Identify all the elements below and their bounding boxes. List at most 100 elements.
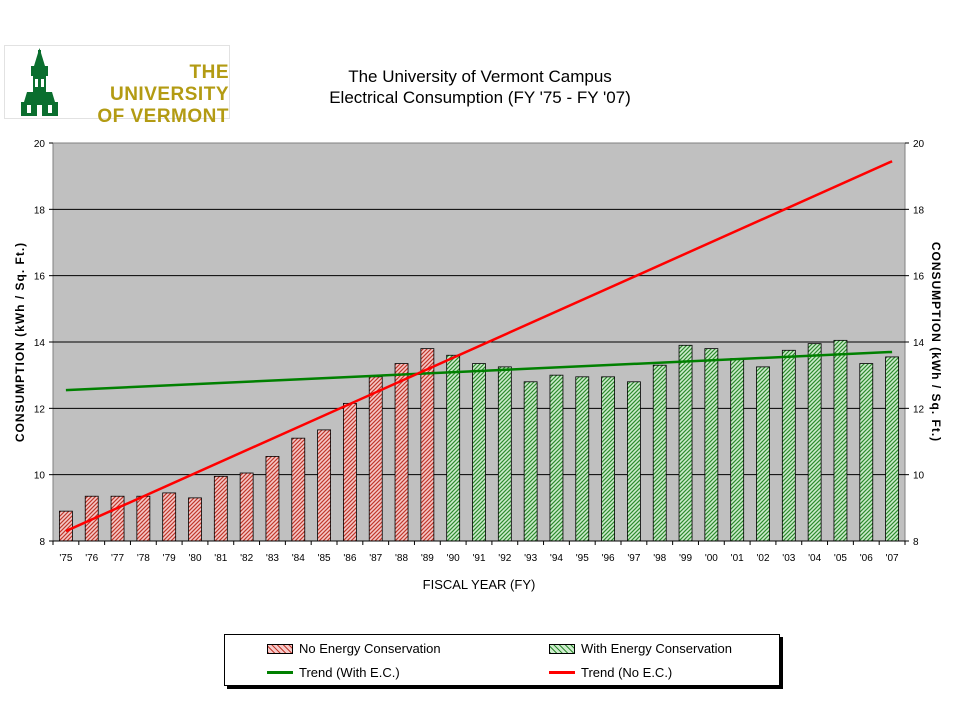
- x-tick-label: '79: [163, 553, 176, 564]
- x-tick-label: '91: [472, 553, 485, 564]
- legend-swatch-with-ec: [549, 643, 575, 654]
- bar-with-ec: [730, 358, 745, 542]
- bar-with-ec: [523, 381, 538, 542]
- bar-no-ec: [265, 456, 280, 542]
- legend-line-trend-with-ec: [267, 671, 293, 674]
- x-tick-label: '00: [705, 553, 718, 564]
- trend-line-with-ec: [65, 350, 893, 392]
- x-tick-label: '01: [731, 553, 744, 564]
- bar-no-ec: [188, 497, 202, 542]
- bar-with-ec: [627, 381, 641, 542]
- bar-with-ec: [833, 339, 848, 542]
- bar-no-ec: [368, 376, 383, 542]
- bar-with-ec: [446, 354, 461, 542]
- x-tick-label: '90: [447, 553, 460, 564]
- x-tick-label: '07: [886, 553, 899, 564]
- y-tick-label: 12: [34, 404, 46, 415]
- x-tick-label: '92: [498, 553, 511, 564]
- y2-tick-label: 12: [913, 404, 925, 415]
- university-logo: THE UNIVERSITY OF VERMONT: [4, 45, 230, 127]
- bar-no-ec: [291, 437, 306, 542]
- x-tick-label: '76: [85, 553, 98, 564]
- x-tick-label: '78: [137, 553, 150, 564]
- legend-line-trend-no-ec: [549, 671, 575, 674]
- x-tick-label: '96: [602, 553, 615, 564]
- y2-tick-label: 18: [913, 205, 925, 216]
- bar-with-ec: [859, 363, 874, 542]
- bar-no-ec: [213, 475, 228, 542]
- bar-no-ec: [317, 429, 331, 542]
- bar-no-ec: [110, 495, 125, 542]
- bar-with-ec: [756, 366, 770, 542]
- bar-no-ec: [239, 472, 254, 542]
- bar-with-ec: [575, 376, 590, 542]
- x-tick-label: '81: [214, 553, 227, 564]
- x-tick-label: '05: [834, 553, 847, 564]
- bar-no-ec: [59, 510, 73, 542]
- legend-item-no-ec: No Energy Conservation: [267, 641, 441, 656]
- chart-title-line1: The University of Vermont Campus: [348, 67, 612, 86]
- y2-tick-label: 20: [913, 139, 925, 150]
- logo-line2: OF VERMONT: [97, 106, 229, 127]
- x-tick-label: '87: [369, 553, 382, 564]
- x-tick-label: '04: [808, 553, 821, 564]
- y2-tick-label: 16: [913, 272, 925, 283]
- bar-with-ec: [704, 348, 719, 542]
- bar-with-ec: [652, 364, 667, 542]
- y2-tick-label: 10: [913, 471, 925, 482]
- y2-axis-title: CONSUMPTION (kWh / Sq. Ft.): [929, 242, 943, 442]
- trend-line-no-ec: [65, 160, 893, 533]
- y-tick-label: 14: [34, 338, 46, 349]
- x-tick-label: '88: [395, 553, 408, 564]
- bar-with-ec: [885, 356, 899, 542]
- y2-tick-label: 14: [913, 338, 925, 349]
- bar-no-ec: [420, 348, 435, 542]
- x-tick-label: '80: [188, 553, 201, 564]
- bar-with-ec: [497, 366, 512, 542]
- chart-title-line2: Electrical Consumption (FY '75 - FY '07): [329, 88, 631, 107]
- x-tick-label: '03: [782, 553, 795, 564]
- x-tick-label: '95: [576, 553, 589, 564]
- y-tick-label: 16: [34, 272, 46, 283]
- y-tick-label: 20: [34, 139, 46, 150]
- tower-icon: [21, 48, 58, 116]
- legend-label-no-ec: No Energy Conservation: [299, 641, 441, 656]
- legend-item-with-ec: With Energy Conservation: [549, 641, 732, 656]
- logo-line1: THE UNIVERSITY: [109, 62, 229, 105]
- logo-wordmark: THE UNIVERSITY OF VERMONT: [75, 62, 229, 128]
- x-tick-label: '84: [292, 553, 305, 564]
- y-tick-label: 18: [34, 205, 46, 216]
- legend-label-trend-with-ec: Trend (With E.C.): [299, 665, 400, 680]
- chart-legend: No Energy Conservation With Energy Conse…: [224, 634, 780, 686]
- x-tick-label: '02: [756, 553, 769, 564]
- bar-no-ec: [343, 402, 357, 542]
- bar-no-ec: [136, 495, 151, 542]
- x-tick-label: '93: [524, 553, 537, 564]
- chart: 8 8 10 10 12 12 14 14 16 16 18 18 20 20 '75 '76 '77 '78 '7…: [13, 139, 943, 592]
- x-tick-label: '82: [240, 553, 253, 564]
- y-tick-label: 8: [39, 537, 45, 548]
- x-tick-label: '77: [111, 553, 124, 564]
- legend-swatch-no-ec: [267, 643, 293, 654]
- y2-tick-label: 8: [913, 537, 919, 548]
- bar-with-ec: [807, 343, 822, 542]
- bar-no-ec: [394, 363, 409, 542]
- legend-label-with-ec: With Energy Conservation: [581, 641, 733, 656]
- x-tick-label: '75: [59, 553, 72, 564]
- legend-item-trend-no-ec: Trend (No E.C.): [549, 665, 672, 680]
- y-axis-title: CONSUMPTION (kWh / Sq. Ft.): [13, 242, 27, 442]
- x-tick-label: '98: [653, 553, 666, 564]
- x-tick-label: '97: [627, 553, 640, 564]
- x-tick-label: '99: [679, 553, 692, 564]
- legend-label-trend-no-ec: Trend (No E.C.): [581, 665, 673, 680]
- bar-with-ec: [549, 374, 564, 542]
- x-axis-title: FISCAL YEAR (FY): [423, 577, 536, 592]
- y-tick-label: 10: [34, 471, 46, 482]
- chart-title: The University of Vermont Campus Electri…: [230, 66, 730, 108]
- legend-item-trend-with-ec: Trend (With E.C.): [267, 665, 400, 680]
- bar-no-ec: [162, 492, 177, 542]
- x-tick-label: '85: [318, 553, 331, 564]
- bar-with-ec: [678, 344, 693, 542]
- x-tick-label: '83: [266, 553, 279, 564]
- x-tick-label: '06: [860, 553, 873, 564]
